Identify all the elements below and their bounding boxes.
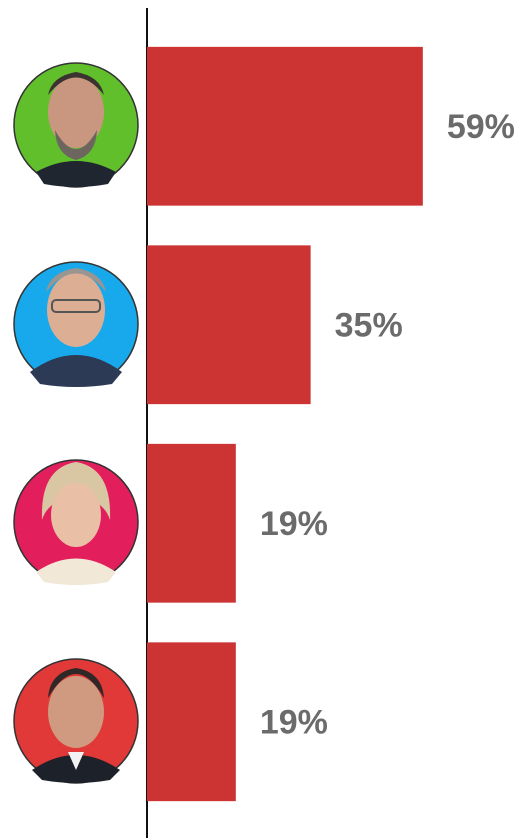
avatar xyxy=(13,658,139,784)
bar xyxy=(147,245,311,405)
value-label: 19% xyxy=(260,704,328,742)
bar xyxy=(147,642,236,802)
value-label: 35% xyxy=(335,307,403,345)
avatar xyxy=(13,62,139,188)
value-label: 59% xyxy=(447,108,515,146)
avatar xyxy=(13,261,139,387)
avatars xyxy=(13,62,139,784)
bar xyxy=(147,443,236,603)
bar xyxy=(147,46,423,206)
value-label: 19% xyxy=(260,505,328,543)
avatar xyxy=(13,459,139,585)
